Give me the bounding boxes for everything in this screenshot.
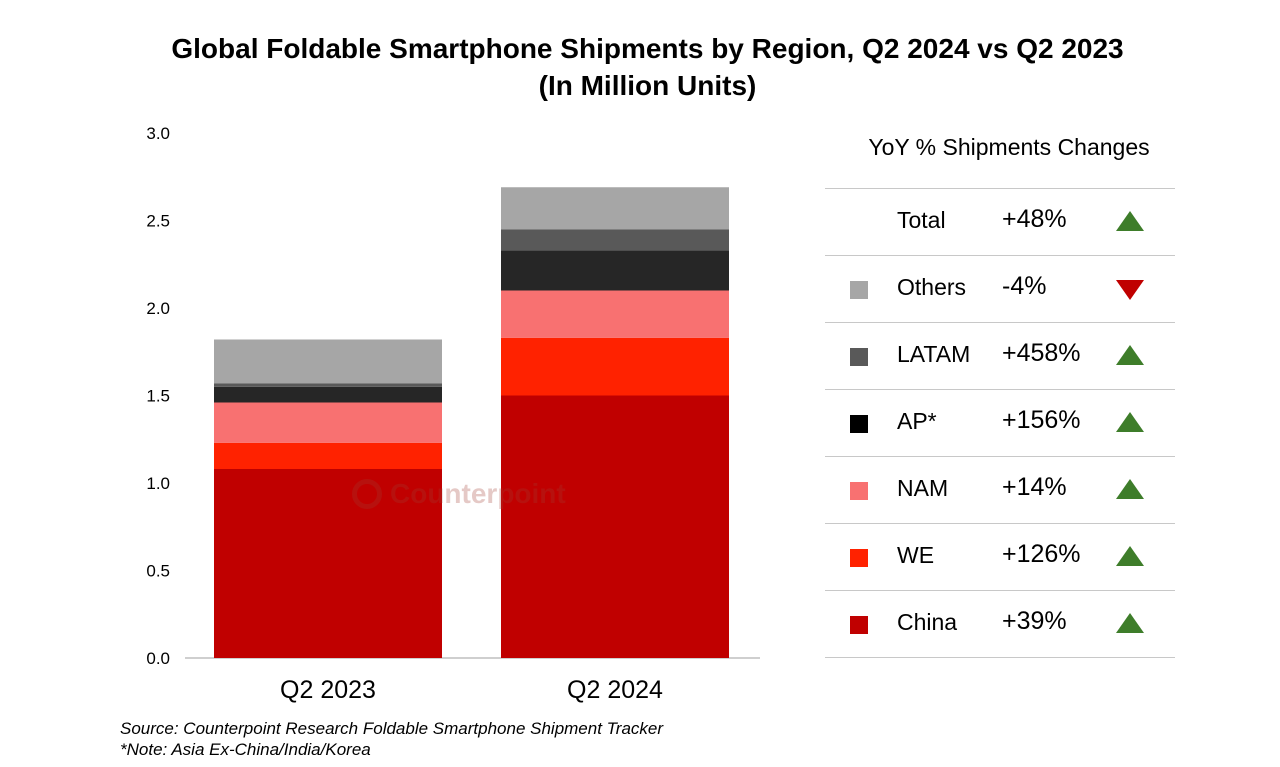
- watermark: Counterpoint: [352, 478, 566, 510]
- legend-yoy-change: +39%: [1002, 607, 1067, 635]
- legend-swatch: [850, 415, 868, 433]
- y-tick-label: 2.0: [146, 299, 170, 318]
- legend-yoy-change: +156%: [1002, 406, 1081, 434]
- triangle-up-icon: [1116, 613, 1144, 633]
- chart-title-line2: (In Million Units): [538, 70, 757, 101]
- legend-swatch: [850, 482, 868, 500]
- bar-segment-nam-0: [214, 402, 442, 443]
- legend-yoy-change: +14%: [1002, 473, 1067, 501]
- legend-label: NAM: [897, 475, 949, 501]
- legend-swatch: [850, 549, 868, 567]
- legend-label: Total: [897, 207, 946, 233]
- y-tick-label: 0.0: [146, 649, 170, 668]
- triangle-up-icon: [1116, 211, 1144, 231]
- y-tick-label: 0.5: [146, 562, 170, 581]
- y-tick-label: 3.0: [146, 124, 170, 143]
- legend-row-china: China +39%: [825, 591, 1175, 658]
- legend-label: Others: [897, 274, 967, 300]
- y-tick-label: 1.0: [146, 474, 170, 493]
- stacked-bar-chart: 0.0 0.5 1.0 1.5 2.0 2.5 3.0 Q2 2023 Q2 2024: [146, 124, 760, 704]
- legend-row-others: Others -4%: [825, 256, 1175, 323]
- legend-label: China: [897, 609, 958, 635]
- legend-yoy-change: +48%: [1002, 205, 1067, 233]
- legend-row-ap: AP* +156%: [825, 390, 1175, 457]
- chart-title-line1: Global Foldable Smartphone Shipments by …: [171, 33, 1124, 64]
- bar-segment-ap-0: [214, 386, 442, 403]
- legend-label: AP*: [897, 408, 937, 434]
- watermark-text: Counterpoint: [390, 478, 566, 509]
- chart-title: Global Foldable Smartphone Shipments by …: [0, 30, 1280, 104]
- bar-segment-china-1: [501, 395, 729, 658]
- legend-row-latam: LATAM +458%: [825, 323, 1175, 390]
- legend-yoy-change: +126%: [1002, 540, 1081, 568]
- legend-row-we: WE +126%: [825, 524, 1175, 591]
- triangle-up-icon: [1116, 412, 1144, 432]
- footnotes: Source: Counterpoint Research Foldable S…: [120, 718, 663, 760]
- bar-segment-china-0: [214, 469, 442, 658]
- source-note: Source: Counterpoint Research Foldable S…: [120, 719, 664, 738]
- triangle-up-icon: [1116, 345, 1144, 365]
- legend-swatch: [850, 616, 868, 634]
- triangle-up-icon: [1116, 479, 1144, 499]
- y-tick-label: 2.5: [146, 212, 170, 231]
- x-tick-label: Q2 2023: [280, 676, 376, 704]
- legend-swatch: [850, 348, 868, 366]
- y-tick-label: 1.5: [146, 387, 170, 406]
- legend-label: LATAM: [897, 341, 971, 367]
- bar-segment-others-0: [214, 339, 442, 384]
- legend-yoy-change: -4%: [1002, 272, 1047, 300]
- bar-segment-latam-1: [501, 229, 729, 251]
- bar-segment-ap-1: [501, 250, 729, 291]
- legend-header: YoY % Shipments Changes: [825, 125, 1175, 189]
- legend-label: WE: [897, 542, 935, 568]
- bar-segment-others-1: [501, 187, 729, 230]
- bar-segment-latam-0: [214, 383, 442, 387]
- bar-segment-we-0: [214, 442, 442, 469]
- x-tick-label: Q2 2024: [567, 676, 663, 704]
- yoy-legend-table: YoY % Shipments Changes Total +48% Others -…: [825, 125, 1175, 658]
- legend-yoy-change: +458%: [1002, 339, 1081, 367]
- legend-row-nam: NAM +14%: [825, 457, 1175, 524]
- counterpoint-logo-icon: [352, 479, 382, 509]
- legend-row-total: Total +48%: [825, 189, 1175, 256]
- triangle-up-icon: [1116, 546, 1144, 566]
- asterisk-note: *Note: Asia Ex-China/India/Korea: [120, 740, 371, 759]
- bar-segment-nam-1: [501, 290, 729, 338]
- triangle-down-icon: [1116, 280, 1144, 300]
- bar-segment-we-1: [501, 337, 729, 396]
- legend-swatch: [850, 281, 868, 299]
